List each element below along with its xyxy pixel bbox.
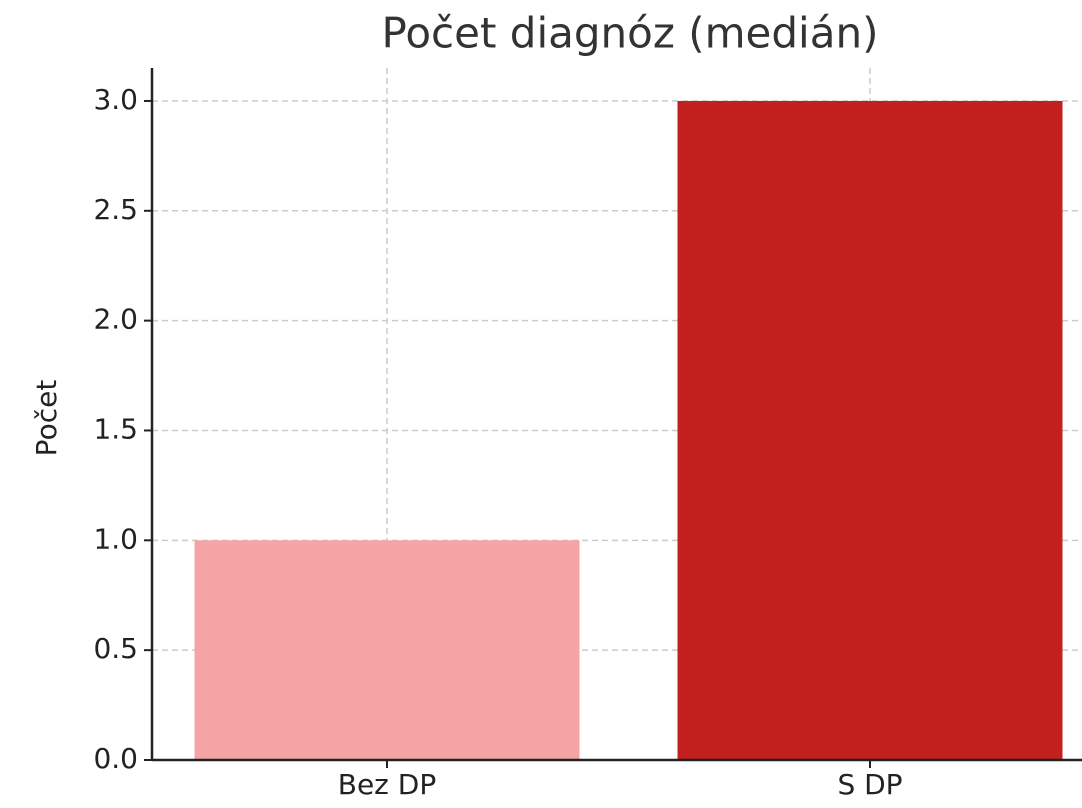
- y-axis-label: Počet: [30, 380, 63, 457]
- y-tick-label: 1.5: [93, 412, 138, 445]
- bar: [194, 540, 580, 760]
- y-tick-label: 0.0: [93, 742, 138, 775]
- chart-title: Počet diagnóz (medián): [382, 9, 879, 58]
- y-tick-label: 0.5: [93, 632, 138, 665]
- y-tick-label: 2.0: [93, 303, 138, 336]
- y-tick-label: 3.0: [93, 83, 138, 116]
- x-tick-label: Bez DP: [338, 768, 436, 801]
- bar: [677, 100, 1063, 760]
- y-tick-label: 2.5: [93, 193, 138, 226]
- x-tick-label: S DP: [837, 768, 902, 801]
- y-tick-label: 1.0: [93, 522, 138, 555]
